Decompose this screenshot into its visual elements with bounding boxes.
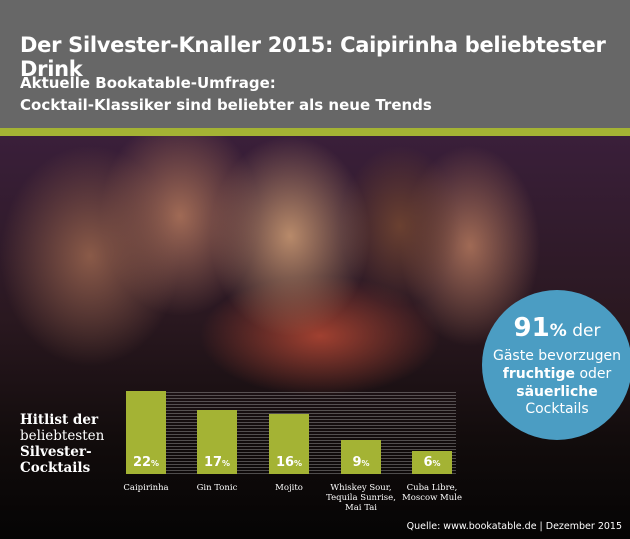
callout-text: Gäste bevorzugen [493,348,621,364]
data-label: 22% [132,455,160,470]
accent-stripe [0,128,630,136]
data-label: 17% [203,454,231,470]
callout-circle: 91% der Gäste bevorzugen fruchtige oder … [482,290,630,440]
callout-text: Cocktails [525,401,589,417]
callout-text: fruchtige oder [502,366,612,382]
chart-title: Hitlist der beliebtesten Silvester- Cock… [20,412,105,476]
category-label: Whiskey Sour, Tequila Sunrise, Mai Tai [326,483,396,513]
category-label: Gin Tonic [196,483,238,493]
bar: 9% [341,440,381,474]
data-label: 6% [423,454,441,470]
header: Der Silvester-Knaller 2015: Caipirinha b… [0,0,630,128]
data-label: 9% [352,454,370,470]
category-label: Mojito [275,483,303,493]
bar: 17% [197,409,237,474]
callout-text: säuerliche [516,384,598,400]
bar: 16% [269,413,309,474]
source-note: Quelle: www.bookatable.de | Dezember 201… [406,521,622,532]
subtitle-2: Cocktail-Klassiker sind beliebter als ne… [20,96,432,114]
data-label: 16% [275,454,303,470]
category-label: Cuba Libre, Moscow Mule [402,483,462,503]
bar: 6% [412,451,452,474]
page-title: Der Silvester-Knaller 2015: Caipirinha b… [20,33,606,81]
callout-value: 91% der [513,313,601,343]
subtitle-1: Aktuelle Bookatable-Umfrage: [20,74,276,92]
category-label: Caipirinha [123,483,169,493]
bar: 22% [126,391,166,474]
